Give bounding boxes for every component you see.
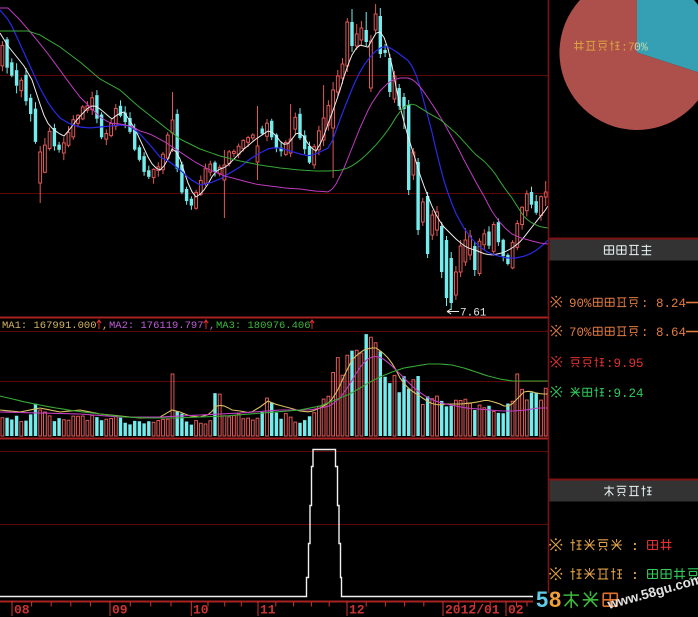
- svg-text:8: 8: [549, 587, 561, 612]
- svg-text:70%: 70%: [569, 326, 592, 340]
- svg-text:90%: 90%: [569, 297, 592, 311]
- svg-text:0%: 0%: [634, 42, 648, 55]
- svg-text:08: 08: [14, 603, 30, 617]
- svg-text:MA3: 180976.406: MA3: 180976.406: [216, 320, 311, 332]
- svg-text::9.24: :9.24: [606, 387, 644, 401]
- svg-text:: 8.24: : 8.24: [641, 297, 686, 311]
- svg-text:2012/01: 2012/01: [445, 603, 500, 617]
- svg-text::: :: [631, 539, 639, 554]
- svg-text::7: :7: [621, 42, 635, 55]
- svg-text:7.61: 7.61: [460, 308, 487, 320]
- svg-text:09: 09: [112, 603, 128, 617]
- svg-text::: :: [631, 568, 639, 583]
- svg-text::9.95: :9.95: [606, 357, 644, 371]
- svg-text:,: ,: [209, 320, 215, 332]
- svg-text:11: 11: [260, 603, 276, 617]
- svg-text:10: 10: [193, 603, 209, 617]
- svg-text:5: 5: [536, 587, 548, 612]
- svg-text:12: 12: [349, 603, 365, 617]
- svg-text:02: 02: [508, 603, 524, 617]
- svg-text:,: ,: [102, 320, 108, 332]
- svg-text:MA2: 176119.797: MA2: 176119.797: [109, 320, 204, 332]
- svg-text:MA1: 167991.000: MA1: 167991.000: [2, 320, 97, 332]
- svg-text:: 8.64: : 8.64: [641, 326, 686, 340]
